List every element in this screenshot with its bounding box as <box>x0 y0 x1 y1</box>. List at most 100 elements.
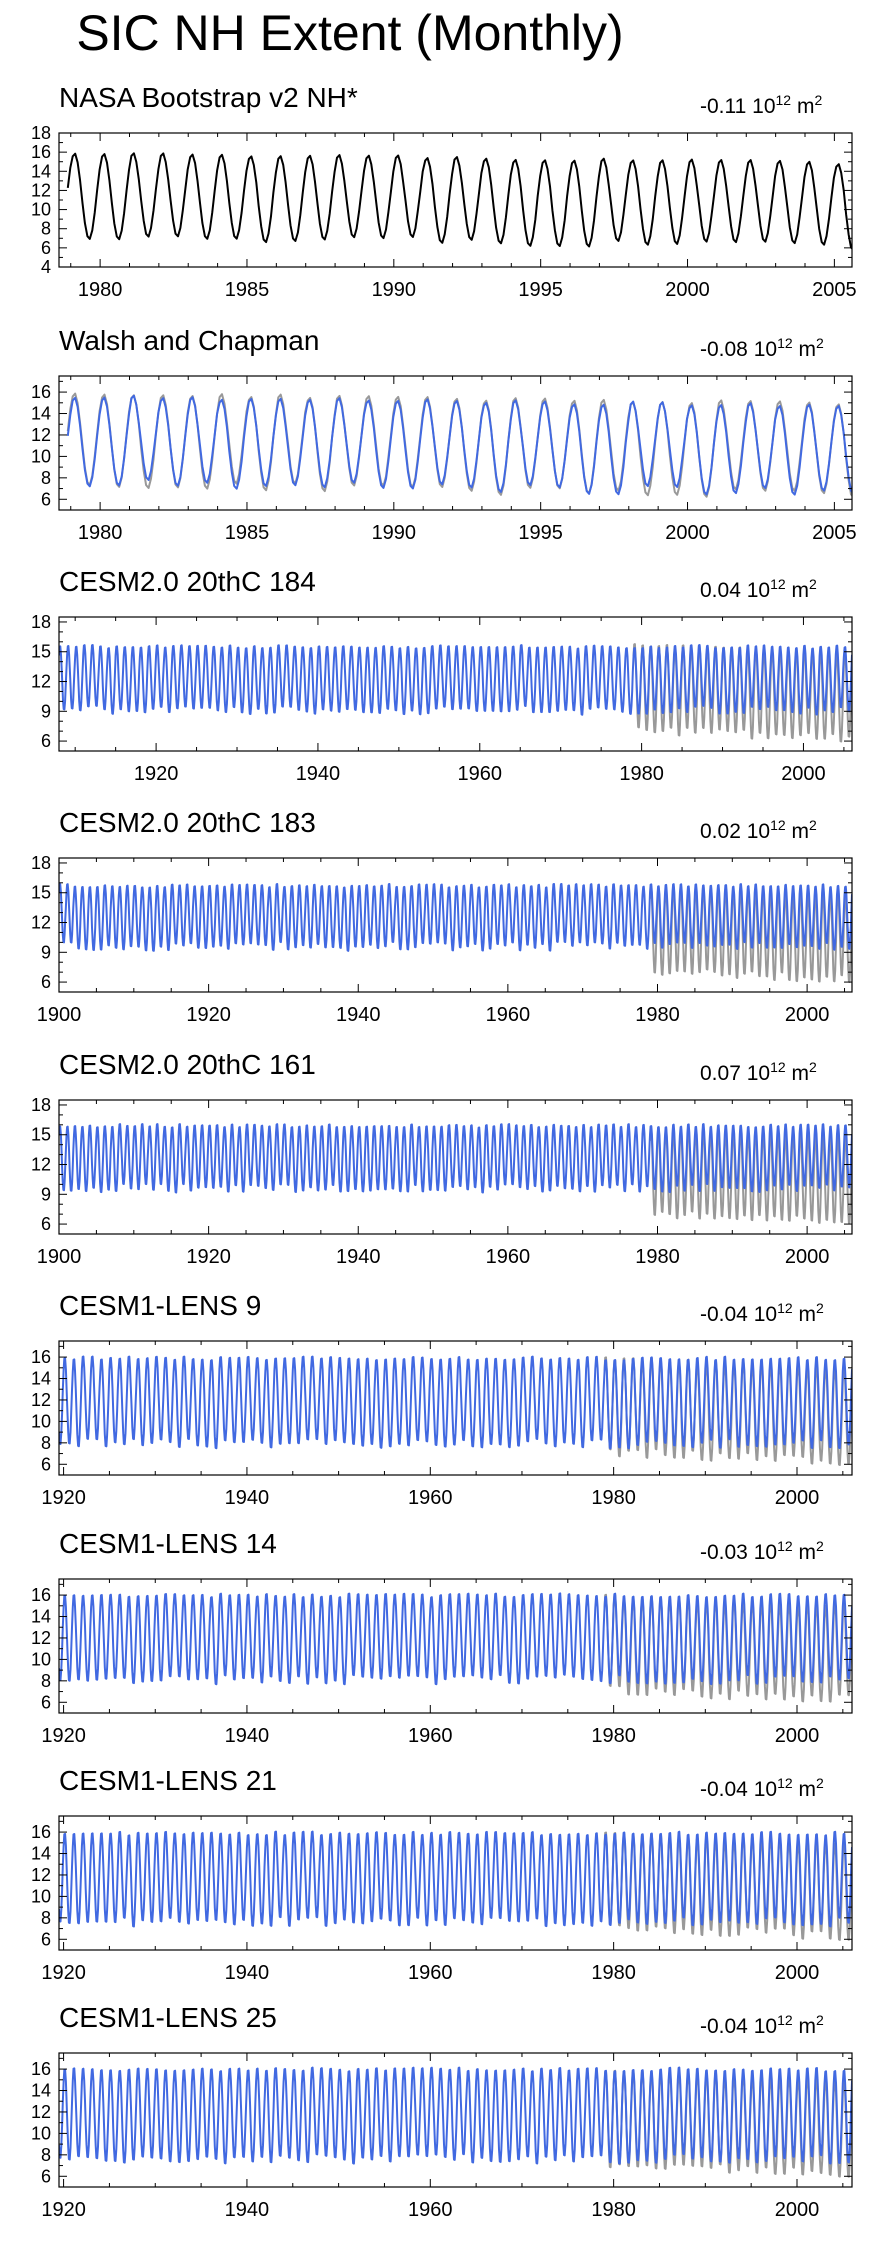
y-tick-label: 9 <box>41 1184 51 1204</box>
trend-value: -0.04 <box>700 2015 748 2038</box>
x-tick-label: 1960 <box>408 1962 453 1984</box>
trend-unit-exponent: 12 <box>777 1538 793 1554</box>
y-tick-label: 12 <box>31 1155 51 1175</box>
trend-unit-m: m <box>796 95 815 118</box>
trend-value: -0.11 <box>700 95 747 118</box>
trend-unit-exponent: 12 <box>777 1775 793 1791</box>
trend-unit-m-exponent: 2 <box>809 1059 817 1075</box>
x-tick-label: 2000 <box>775 1725 820 1747</box>
x-tick-label: 1920 <box>41 2199 86 2221</box>
y-tick-label: 16 <box>31 142 51 162</box>
y-tick-label: 12 <box>31 1628 51 1648</box>
y-tick-label: 9 <box>41 701 51 721</box>
series-group <box>59 2066 852 2178</box>
x-tick-label: 1990 <box>372 522 417 544</box>
series-line-model-blue <box>59 1355 852 1450</box>
y-tick-label: 6 <box>41 1214 51 1234</box>
trend-value: -0.04 <box>700 1303 748 1326</box>
trend-unit-base: 10 <box>746 1062 771 1085</box>
trend-unit-base: 10 <box>753 1303 778 1326</box>
x-tick-label: 1985 <box>225 522 270 544</box>
series-line-model-blue <box>59 644 852 716</box>
y-tick-label: 14 <box>31 1369 51 1389</box>
x-tick-label: 2000 <box>665 522 710 544</box>
chart-title: SIC NH Extent (Monthly) <box>76 5 624 61</box>
x-tick-label: 1900 <box>37 1004 82 1026</box>
panel-title: CESM1-LENS 14 <box>59 1528 277 1559</box>
chart-panel: CESM1-LENS 25 -0.04 1012 m2 1920 1940 1960 19… <box>0 2002 878 2242</box>
series-line-obs-gray <box>632 643 852 743</box>
trend-value: -0.08 <box>700 338 748 361</box>
trend-unit-m: m <box>798 1778 817 1801</box>
plot-frame <box>58 1815 853 1951</box>
series-group <box>59 1830 852 1941</box>
trend-unit-m: m <box>798 1303 817 1326</box>
y-tick-label: 8 <box>41 468 51 488</box>
x-tick-label: 1920 <box>134 763 179 785</box>
x-tick-label: 1995 <box>518 279 563 301</box>
plot-frame <box>58 616 853 752</box>
y-tick-label: 18 <box>31 123 51 143</box>
series-line-model-blue <box>59 883 852 952</box>
trend-value: 0.04 <box>700 579 741 602</box>
plot-svg: 1900 1920 1940 1960 1980 2000 6 9 12 15 18 <box>31 1095 853 1268</box>
trend-unit-base: 10 <box>746 579 771 602</box>
y-tick-label: 14 <box>31 1844 51 1864</box>
x-tick-label: 2005 <box>812 279 857 301</box>
y-tick-label: 18 <box>31 1095 51 1115</box>
trend-label: -0.04 1012 m2 <box>700 1293 824 1330</box>
x-tick-label: 1960 <box>408 2199 453 2221</box>
y-tick-label: 6 <box>41 1692 51 1712</box>
chart-panel: NASA Bootstrap v2 NH* -0.11 1012 m2 1980 19… <box>0 82 878 322</box>
trend-unit-m: m <box>791 1062 810 1085</box>
y-tick-label: 8 <box>41 1433 51 1453</box>
series-line-obs-gray <box>649 1126 852 1225</box>
trend-value: -0.03 <box>700 1541 748 1564</box>
x-tick-label: 1995 <box>518 522 563 544</box>
x-tick-label: 1980 <box>635 1004 680 1026</box>
x-tick-label: 1940 <box>225 1962 270 1984</box>
trend-value: 0.02 <box>700 820 741 843</box>
x-tick-label: 1920 <box>41 1725 86 1747</box>
y-tick-label: 16 <box>31 1347 51 1367</box>
y-tick-label: 12 <box>31 1865 51 1885</box>
x-tick-label: 1940 <box>225 1487 270 1509</box>
x-tick-label: 1960 <box>408 1725 453 1747</box>
y-tick-label: 8 <box>41 1908 51 1928</box>
trend-unit-m: m <box>798 1541 817 1564</box>
y-tick-label: 12 <box>31 1390 51 1410</box>
series-group <box>59 883 852 983</box>
trend-unit-m-exponent: 2 <box>814 92 823 108</box>
x-tick-label: 1920 <box>41 1962 86 1984</box>
x-tick-label: 1980 <box>78 279 123 301</box>
y-tick-label: 14 <box>31 2081 51 2101</box>
y-tick-label: 12 <box>31 2102 51 2122</box>
x-tick-label: 1990 <box>372 279 417 301</box>
plot-svg: 1900 1920 1940 1960 1980 2000 6 9 12 15 18 <box>31 853 853 1026</box>
trend-unit-m-exponent: 2 <box>809 576 817 592</box>
x-tick-label: 2000 <box>785 1246 830 1268</box>
series-line-model-blue <box>66 394 852 496</box>
trend-value: -0.04 <box>700 1778 748 1801</box>
y-tick-label: 6 <box>41 238 51 258</box>
trend-label: -0.04 1012 m2 <box>700 2005 824 2042</box>
plot-frame <box>58 2052 853 2188</box>
trend-label: 0.07 1012 m2 <box>700 1052 817 1089</box>
x-tick-label: 2000 <box>665 279 710 301</box>
trend-label: 0.04 1012 m2 <box>700 569 817 606</box>
trend-label: -0.03 1012 m2 <box>700 1531 824 1568</box>
plot-frame <box>58 1099 853 1235</box>
trend-unit-exponent: 12 <box>777 1300 793 1316</box>
trend-unit-m-exponent: 2 <box>816 1300 824 1316</box>
y-tick-label: 8 <box>41 2145 51 2165</box>
trend-unit-m: m <box>791 579 810 602</box>
trend-unit-exponent: 12 <box>770 817 786 833</box>
y-tick-label: 10 <box>31 200 51 220</box>
plot-frame <box>58 857 853 993</box>
y-tick-label: 14 <box>31 1607 51 1627</box>
x-tick-label: 1960 <box>408 1487 453 1509</box>
x-tick-label: 1940 <box>336 1004 381 1026</box>
x-tick-label: 1940 <box>296 763 341 785</box>
